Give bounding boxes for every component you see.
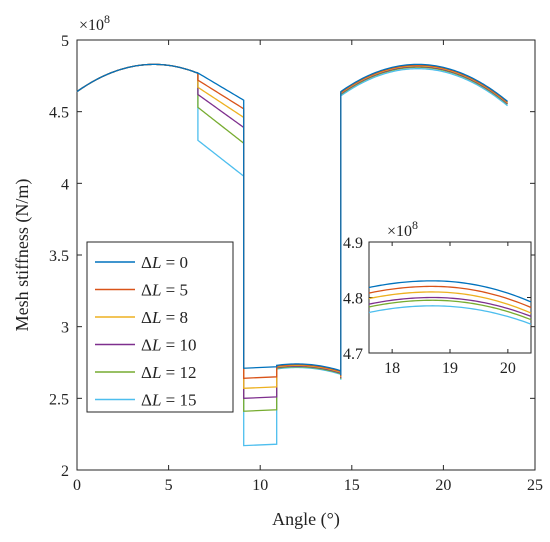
inset-y-tick-label: 4.7 xyxy=(343,346,363,363)
legend-entry: ΔL = 12 xyxy=(141,363,197,382)
legend-variable: L xyxy=(151,308,161,327)
legend-entry: ΔL = 10 xyxy=(141,336,197,355)
x-tick-label: 20 xyxy=(435,477,451,494)
legend-delta: Δ xyxy=(141,363,152,382)
inset-x-tick-label: 18 xyxy=(384,360,400,377)
legend-value: = 10 xyxy=(161,336,196,355)
inset-plot: 18 19 20 4.7 4.8 4.9 ×108 xyxy=(343,218,532,377)
y-exponent-label: ×108 xyxy=(79,12,110,34)
legend-entry: ΔL = 15 xyxy=(141,391,197,410)
legend-delta: Δ xyxy=(141,391,152,410)
legend-value: = 8 xyxy=(161,308,188,327)
x-tick-label: 15 xyxy=(344,477,360,494)
inset-exponent-label: ×108 xyxy=(387,218,418,240)
legend-variable: L xyxy=(151,363,161,382)
legend-value: = 15 xyxy=(161,391,196,410)
y-tick-label: 3.5 xyxy=(49,248,69,265)
legend-delta: Δ xyxy=(141,336,152,355)
legend-value: = 12 xyxy=(161,363,196,382)
inset-series-line xyxy=(368,299,532,321)
y-tick-label: 5 xyxy=(61,33,69,50)
inset-series-line xyxy=(368,305,532,325)
legend-entry: ΔL = 5 xyxy=(141,281,188,300)
y-tick-label: 2.5 xyxy=(49,391,69,408)
y-tick-label: 3 xyxy=(61,320,69,337)
legend-delta: Δ xyxy=(141,281,152,300)
legend-variable: L xyxy=(151,281,161,300)
legend-value: = 0 xyxy=(161,253,188,272)
series-line xyxy=(76,63,508,376)
x-tick-label: 0 xyxy=(73,477,81,494)
inset-series-line xyxy=(368,291,532,314)
x-tick-label: 5 xyxy=(165,477,173,494)
legend-delta: Δ xyxy=(141,308,152,327)
legend-value: = 5 xyxy=(161,281,188,300)
legend-variable: L xyxy=(151,336,161,355)
legend-variable: L xyxy=(151,391,161,410)
inset-series-line xyxy=(368,296,532,317)
y-exponent-power: 8 xyxy=(104,12,110,26)
legend-entry: ΔL = 8 xyxy=(141,308,188,327)
x-axis-label: Angle (°) xyxy=(272,509,340,530)
y-tick-label: 4 xyxy=(61,176,69,193)
legend-entry: ΔL = 0 xyxy=(141,253,188,272)
y-axis-label: Mesh stiffness (N/m) xyxy=(12,179,33,332)
legend-variable: L xyxy=(151,253,161,272)
inset-x-tick-label: 20 xyxy=(500,360,516,377)
inset-y-tick-label: 4.8 xyxy=(343,291,363,308)
y-tick-label: 2 xyxy=(61,463,69,480)
y-tick-label: 4.5 xyxy=(49,105,69,122)
legend-box xyxy=(86,241,234,413)
inset-series-line xyxy=(368,280,532,303)
inset-series-line xyxy=(368,285,532,309)
x-tick-label: 10 xyxy=(252,477,268,494)
inset-x-tick-label: 19 xyxy=(442,360,458,377)
inset-exponent-power: 8 xyxy=(412,218,418,232)
legend-delta: Δ xyxy=(141,253,152,272)
x-tick-label: 25 xyxy=(527,477,543,494)
inset-y-tick-label: 4.9 xyxy=(343,235,363,252)
